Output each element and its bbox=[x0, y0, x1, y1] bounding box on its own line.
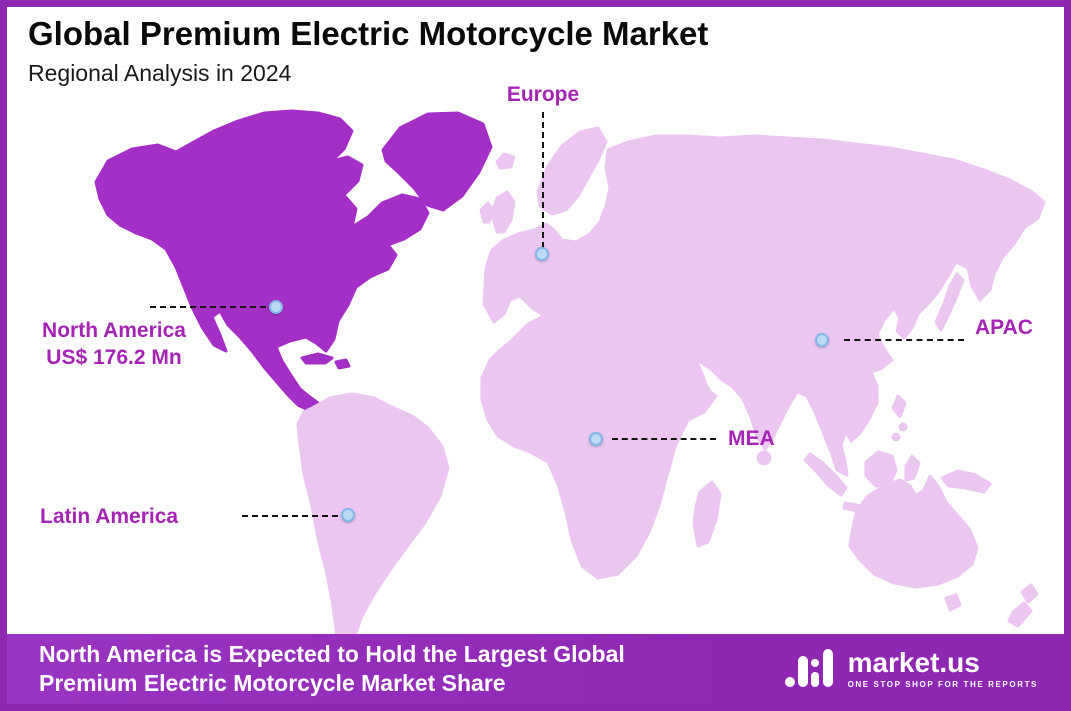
mea-label: MEA bbox=[728, 427, 775, 450]
new-zealand bbox=[1020, 583, 1039, 604]
north-america-label-name: North America bbox=[42, 319, 186, 342]
continent-south-america bbox=[296, 392, 450, 652]
caribbean-islands bbox=[300, 352, 334, 365]
iceland bbox=[495, 152, 516, 170]
north-america-label: North America US$ 176.2 Mn bbox=[42, 317, 186, 371]
latin-america-marker-icon bbox=[341, 508, 355, 522]
footer-banner: North America is Expected to Hold the La… bbox=[7, 634, 1064, 704]
mea-marker-icon bbox=[589, 432, 603, 446]
sri-lanka bbox=[756, 450, 772, 466]
apac-marker-icon bbox=[815, 333, 829, 347]
latin-america-label: Latin America bbox=[40, 505, 179, 528]
europe-marker-icon bbox=[535, 247, 549, 261]
footer-message-line1: North America is Expected to Hold the La… bbox=[39, 641, 625, 667]
philippines bbox=[891, 394, 907, 419]
north-america-marker-icon bbox=[269, 300, 283, 314]
scandinavia bbox=[536, 126, 608, 216]
brand-tagline: ONE STOP SHOP FOR THE REPORTS bbox=[847, 680, 1038, 689]
marketus-logo-icon bbox=[784, 642, 838, 696]
brand-name: market.us bbox=[847, 647, 980, 678]
apac-connector-line bbox=[844, 339, 964, 341]
madagascar bbox=[692, 480, 722, 548]
greenland bbox=[381, 111, 493, 212]
page-subtitle: Regional Analysis in 2024 bbox=[28, 60, 292, 86]
continent-eurasia bbox=[479, 126, 1046, 518]
north-america-connector-line bbox=[150, 306, 266, 308]
footer-message-line2: Premium Electric Motorcycle Market Share bbox=[39, 670, 506, 696]
continent-australia-oceania bbox=[848, 474, 1039, 628]
continent-north-america bbox=[94, 109, 493, 413]
europe-label: Europe bbox=[506, 83, 580, 106]
italy bbox=[536, 294, 578, 342]
apac-label: APAC bbox=[975, 316, 1033, 339]
brand-lockup: market.us ONE STOP SHOP FOR THE REPORTS bbox=[784, 642, 1064, 696]
japan bbox=[934, 272, 965, 332]
north-america-label-value: US$ 176.2 Mn bbox=[46, 346, 182, 369]
tasmania bbox=[944, 593, 962, 612]
page-title: Global Premium Electric Motorcycle Marke… bbox=[28, 15, 709, 52]
mea-connector-line bbox=[612, 438, 716, 440]
europe-connector-line bbox=[542, 112, 544, 248]
latin-america-connector-line bbox=[242, 515, 338, 517]
footer-message: North America is Expected to Hold the La… bbox=[7, 640, 625, 698]
new-guinea bbox=[940, 469, 992, 494]
header: Global Premium Electric Motorcycle Marke… bbox=[28, 14, 708, 87]
